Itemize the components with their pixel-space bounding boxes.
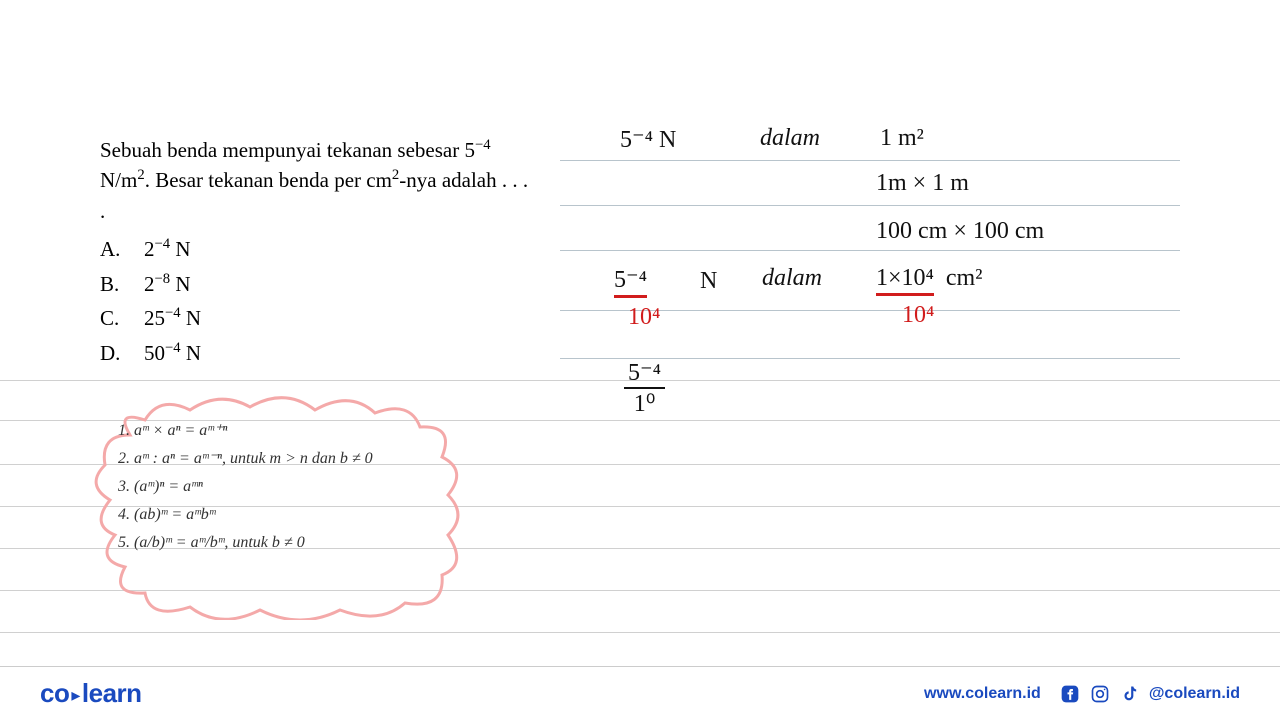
question-sup: 2 [137,167,144,183]
option-letter: C. [100,303,126,333]
option-base: 25 [144,306,165,330]
rule-1: 1. aᵐ × aⁿ = aᵐ⁺ⁿ [118,417,440,445]
social-handle[interactable]: @colearn.id [1149,685,1240,703]
ruled-line [0,632,1280,633]
question-part: 5 [464,138,475,162]
hw-line4-right: 1×10⁴ cm² 10⁴ [876,265,982,329]
hw-line2: 1m × 1 m [876,170,969,197]
option-exp: −4 [165,305,181,321]
question-text: Sebuah benda mempunyai tekanan sebesar 5… [100,135,530,226]
hw-l5-den: 1⁰ [624,389,665,418]
option-base: 2 [144,272,155,296]
question-block: Sebuah benda mempunyai tekanan sebesar 5… [100,135,530,372]
options-list: A. 2−4 N B. 2−8 N C. 25−4 N D. 50−4 N [100,234,530,368]
option-exp: −4 [155,236,171,252]
rule-4: 4. (ab)ᵐ = aᵐbᵐ [118,501,440,529]
option-content: 25−4 N [144,303,201,333]
facebook-icon[interactable] [1059,683,1081,705]
option-base: 2 [144,237,155,261]
hw-frac: 5⁻⁴ 1⁰ [624,358,665,418]
instagram-icon[interactable] [1089,683,1111,705]
hw-line1-expr: 5⁻⁴ N [620,125,676,154]
hw-line1-word: dalam [760,125,820,152]
option-base: 50 [144,341,165,365]
hw-ruled-line [560,250,1180,251]
hw-l5-num: 5⁻⁴ [624,358,665,389]
option-letter: D. [100,338,126,368]
hw-line1-unit: 1 m² [880,125,924,152]
option-unit: N [181,306,201,330]
hw-line5-frac: 5⁻⁴ 1⁰ [624,358,665,418]
hw-l4-den: 10⁴ [628,304,660,331]
hw-l4c-unit: cm² [946,265,983,291]
option-unit: N [170,237,190,261]
hw-line3: 100 cm × 100 cm [876,218,1044,245]
option-a: A. 2−4 N [100,234,530,264]
option-content: 2−8 N [144,269,191,299]
option-unit: N [170,272,190,296]
logo: co▸learn [40,678,142,709]
option-exp: −8 [155,271,171,287]
hw-ruled-line [560,160,1180,161]
option-letter: A. [100,234,126,264]
rules-cloud: 1. aᵐ × aⁿ = aᵐ⁺ⁿ 2. aᵐ : aⁿ = aᵐ⁻ⁿ, unt… [90,395,460,620]
footer: co▸learn www.colearn.id @colearn.id [0,666,1280,720]
rule-2: 2. aᵐ : aⁿ = aᵐ⁻ⁿ, untuk m > n dan b ≠ 0 [118,445,440,473]
social-group: @colearn.id [1059,683,1240,705]
page: Sebuah benda mempunyai tekanan sebesar 5… [0,0,1280,720]
cloud-content: 1. aᵐ × aⁿ = aᵐ⁺ⁿ 2. aᵐ : aⁿ = aᵐ⁻ⁿ, unt… [90,395,460,567]
rule-3: 3. (aᵐ)ⁿ = aᵐⁿ [118,473,440,501]
logo-right: learn [82,678,142,708]
logo-left: co [40,678,69,708]
option-content: 50−4 N [144,338,201,368]
footer-url[interactable]: www.colearn.id [924,685,1041,703]
tiktok-icon[interactable] [1119,683,1141,705]
option-letter: B. [100,269,126,299]
hw-line4-n: N [700,268,717,295]
hw-ruled-line [560,205,1180,206]
option-c: C. 25−4 N [100,303,530,333]
question-sup: −4 [475,137,491,153]
question-part: . Besar tekanan benda per cm [145,168,392,192]
option-content: 2−4 N [144,234,191,264]
logo-sep: ▸ [71,685,80,705]
hw-line4-frac: 5⁻⁴ 10⁴ [614,265,660,331]
rule-5: 5. (a/b)ᵐ = aᵐ/bᵐ, untuk b ≠ 0 [118,529,440,557]
hw-l4c-den: 10⁴ [902,302,982,329]
hw-l4-num: 5⁻⁴ [614,265,647,298]
question-part: N/m [100,168,137,192]
option-exp: −4 [165,340,181,356]
option-unit: N [181,341,201,365]
hw-l4c-num: 1×10⁴ [876,265,934,296]
question-part: Sebuah benda mempunyai tekanan sebesar [100,138,464,162]
footer-right: www.colearn.id @colearn.id [924,683,1240,705]
option-d: D. 50−4 N [100,338,530,368]
hw-line4-word: dalam [762,265,822,292]
option-b: B. 2−8 N [100,269,530,299]
